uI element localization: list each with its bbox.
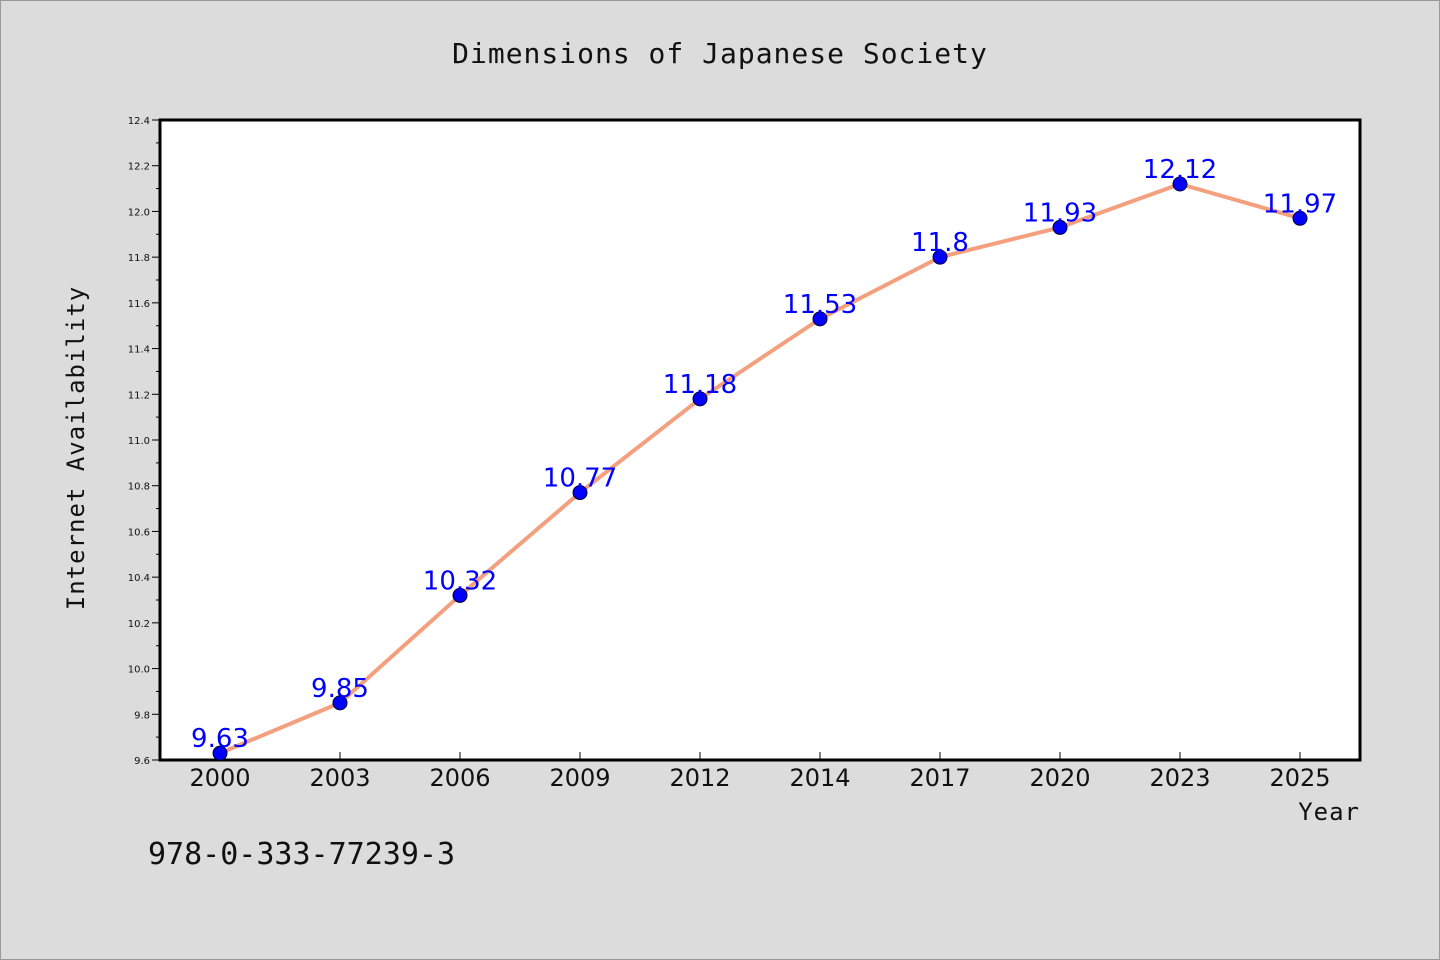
y-axis-label: Internet Availability xyxy=(62,286,90,610)
y-axis: 9.6 9.8 10.0 10.2 10.4 10.6 10.8 11.0 11.2 11.4 11… xyxy=(128,116,160,767)
y-tick-label: 11.0 xyxy=(128,436,150,447)
data-labels: 9.63 9.85 10.32 10.77 11.18 11.53 11.8 11.93 12.… xyxy=(191,155,1337,754)
x-tick-label: 2006 xyxy=(429,764,490,792)
y-tick-label: 9.6 xyxy=(134,756,150,767)
data-point-marker xyxy=(692,391,708,407)
y-tick-label: 11.2 xyxy=(128,390,150,401)
data-label: 10.32 xyxy=(423,566,497,596)
data-point-marker xyxy=(1292,210,1308,226)
y-tick-label: 10.6 xyxy=(128,527,150,538)
isbn-text: 978-0-333-77239-3 xyxy=(148,837,455,872)
data-point-marker xyxy=(452,587,468,603)
x-tick-label: 2025 xyxy=(1269,764,1330,792)
y-tick-label: 11.4 xyxy=(128,345,150,356)
data-point-marker xyxy=(812,311,828,327)
x-axis: 2000 2003 2006 2009 2012 2014 2017 2020 2023 2025 xyxy=(189,752,1331,792)
data-point-marker xyxy=(212,745,228,761)
y-tick-label: 12.4 xyxy=(128,116,150,127)
data-point-marker xyxy=(1172,176,1188,192)
series-line xyxy=(219,182,1301,755)
x-tick-label: 2009 xyxy=(549,764,610,792)
y-tick-label: 11.8 xyxy=(128,253,150,264)
x-tick-label: 2000 xyxy=(189,764,250,792)
data-label: 11.18 xyxy=(663,370,737,400)
x-axis-label: Year xyxy=(1298,798,1360,826)
x-tick-label: 2023 xyxy=(1149,764,1210,792)
data-label: 10.77 xyxy=(543,464,617,494)
y-tick-label: 10.4 xyxy=(128,573,150,584)
data-label: 11.93 xyxy=(1023,198,1097,228)
x-tick-label: 2020 xyxy=(1029,764,1090,792)
data-markers xyxy=(212,176,1308,761)
data-point-marker xyxy=(572,485,588,501)
data-label: 11.53 xyxy=(783,290,857,320)
x-tick-label: 2003 xyxy=(309,764,370,792)
x-tick-label: 2014 xyxy=(789,764,850,792)
data-label: 9.63 xyxy=(191,724,249,754)
x-tick-label: 2017 xyxy=(909,764,970,792)
y-tick-label: 10.2 xyxy=(128,619,150,630)
y-tick-label: 11.6 xyxy=(128,299,150,310)
y-tick-label: 9.8 xyxy=(134,710,150,721)
y-tick-label: 10.8 xyxy=(128,482,150,493)
data-label: 9.85 xyxy=(311,674,369,704)
data-point-marker xyxy=(932,249,948,265)
x-tick-label: 2012 xyxy=(669,764,730,792)
data-label: 11.8 xyxy=(911,228,969,258)
y-tick-label: 10.0 xyxy=(128,665,150,676)
chart-title: Dimensions of Japanese Society xyxy=(452,37,988,70)
y-tick-label: 12.0 xyxy=(128,207,150,218)
data-label: 11.97 xyxy=(1263,189,1337,219)
plot-area xyxy=(158,118,1362,762)
y-tick-label: 12.2 xyxy=(128,162,150,173)
data-point-marker xyxy=(332,695,348,711)
data-point-marker xyxy=(1052,219,1068,235)
data-label: 12.12 xyxy=(1143,155,1217,185)
